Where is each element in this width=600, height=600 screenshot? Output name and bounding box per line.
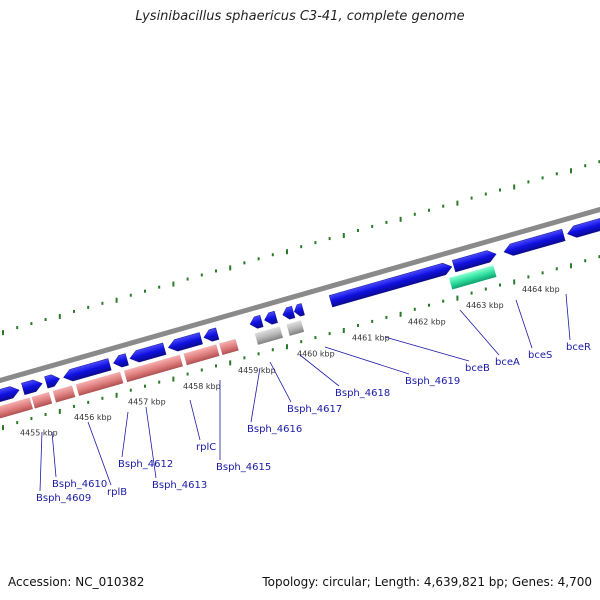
genome-band	[0, 191, 600, 419]
kbp-tick-label: 4460 kbp	[297, 349, 335, 358]
label-connector	[51, 431, 57, 478]
label-connector	[384, 336, 470, 362]
rna-feature	[448, 265, 497, 290]
cds-reverse	[0, 397, 33, 419]
genome-stats-text: Topology: circular; Length: 4,639,821 bp…	[262, 575, 592, 589]
cds-forward	[44, 374, 60, 389]
gene-label: Bsph_4616	[247, 424, 302, 435]
label-connector	[565, 293, 571, 341]
gene-label: Bsph_4609	[36, 493, 91, 504]
cds-forward	[282, 305, 296, 320]
kbp-tick-label: 4463 kbp	[466, 301, 504, 310]
map-title: Lysinibacillus sphaericus C3-41, complet…	[135, 9, 465, 24]
label-connector	[324, 346, 410, 375]
label-connector	[145, 406, 157, 479]
cds-forward	[0, 386, 20, 404]
cds-reverse	[183, 344, 220, 366]
feature-labels: 4455 kbp 4456 kbp 4457 kbp 4458 kbp 4459 kbp…	[20, 285, 591, 504]
cds-forward	[249, 314, 264, 329]
cds-forward	[503, 228, 566, 256]
gene-label: Bsph_4610	[52, 479, 107, 490]
genome-tracks	[0, 191, 600, 419]
kbp-tick-label: 4461 kbp	[352, 334, 390, 343]
backbone-line	[0, 191, 600, 389]
gene-label: bceS	[528, 350, 552, 361]
gene-label: rplC	[196, 442, 216, 453]
kbp-tick-label: 4462 kbp	[408, 318, 446, 327]
label-connector	[269, 361, 292, 403]
cds-forward	[264, 310, 278, 325]
label-connector	[515, 299, 533, 349]
cds-forward	[567, 216, 600, 238]
cds-forward	[113, 353, 129, 368]
cds-forward	[452, 250, 497, 273]
cds-forward	[21, 379, 43, 395]
cds-forward	[328, 262, 453, 308]
cds-reverse	[52, 385, 76, 403]
gene-label: bceB	[465, 363, 490, 374]
pseudogene-feature	[286, 320, 305, 336]
gene-label: rplB	[107, 487, 127, 498]
label-connector	[459, 309, 500, 356]
cds-reverse	[219, 338, 239, 356]
cds-forward	[203, 327, 220, 342]
cds-forward	[294, 303, 305, 317]
gene-label: bceA	[495, 357, 520, 368]
gene-label: Bsph_4615	[216, 462, 271, 473]
gene-label: bceR	[566, 342, 591, 353]
label-connector	[250, 367, 261, 423]
gene-label: Bsph_4617	[287, 404, 342, 415]
gene-label: Bsph_4613	[152, 480, 207, 491]
kbp-tick-label: 4459 kbp	[238, 366, 276, 375]
label-connector	[39, 431, 43, 492]
label-connector	[87, 421, 112, 486]
gene-label: Bsph_4619	[405, 376, 460, 387]
kbp-tick-label: 4457 kbp	[128, 398, 166, 407]
label-connector	[299, 354, 340, 387]
pseudogene-feature	[254, 326, 283, 345]
cds-forward	[167, 332, 203, 352]
gene-label: Bsph_4612	[118, 459, 173, 470]
cds-reverse	[31, 392, 53, 409]
accession-text: Accession: NC_010382	[8, 575, 145, 589]
cds-forward	[63, 358, 112, 382]
kbp-tick-label: 4458 kbp	[183, 382, 221, 391]
cds-forward	[129, 342, 167, 363]
kbp-tick-label: 4455 kbp	[20, 428, 58, 437]
cds-reverse	[75, 371, 124, 396]
tick-marks	[2, 160, 600, 431]
kbp-tick-label: 4456 kbp	[74, 413, 112, 422]
cds-reverse	[123, 354, 183, 383]
kbp-tick-label: 4464 kbp	[522, 285, 560, 294]
label-connector	[121, 411, 129, 458]
gene-label: Bsph_4618	[335, 388, 390, 399]
label-connector	[189, 399, 201, 441]
